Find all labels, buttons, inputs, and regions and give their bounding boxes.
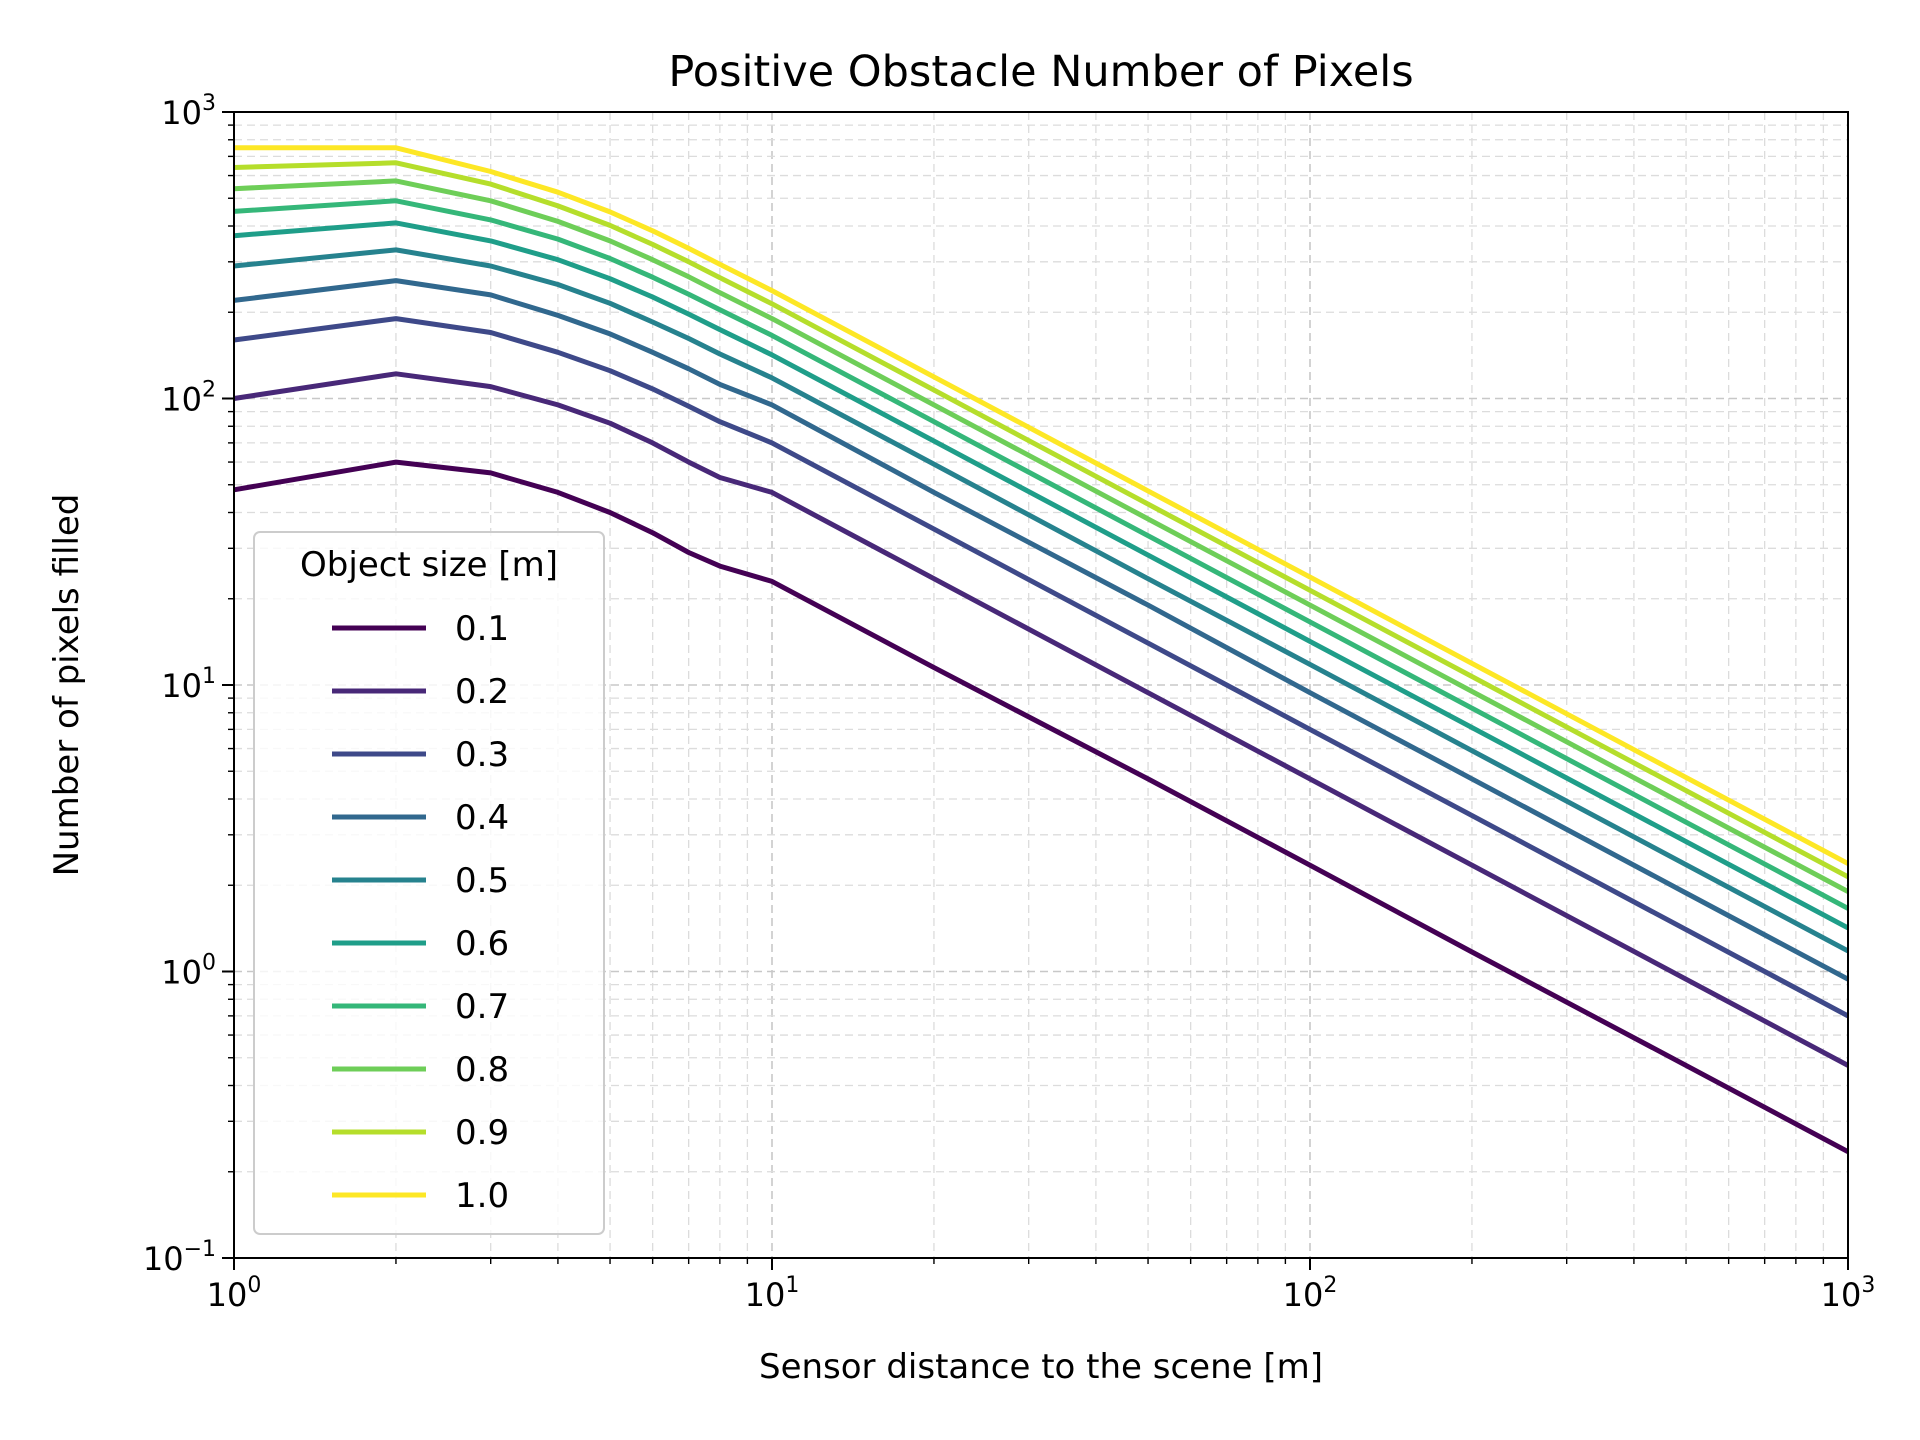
legend-label-0.4: 0.4 (455, 798, 509, 838)
ticks (222, 111, 1849, 1270)
series-line-0.8 (233, 178, 1850, 894)
legend-label-0.3: 0.3 (455, 735, 509, 775)
series-line-0.1 (233, 459, 1850, 1154)
legend: Object size [m] 0.1 0.2 0.3 0.4 0.5 0.6 0.7 0.8… (253, 531, 605, 1235)
series-line-0.6 (233, 220, 1850, 931)
series-line-0.2 (233, 371, 1850, 1068)
y-tick-labels: 10−1 100 101 102 103 (143, 91, 216, 1278)
legend-box (253, 531, 605, 1235)
x-tick-label: 102 (1283, 1273, 1338, 1314)
series-line-0.3 (233, 316, 1850, 1019)
y-tick-label: 102 (161, 378, 216, 419)
legend-label-0.2: 0.2 (455, 672, 509, 712)
series-line-0.9 (233, 160, 1850, 880)
legend-entries: 0.1 0.2 0.3 0.4 0.5 0.6 0.7 0.8 0.9 1.0 (332, 609, 509, 1216)
y-tick-label: 10−1 (143, 1237, 216, 1278)
legend-label-1.0: 1.0 (455, 1176, 509, 1216)
legend-label-0.8: 0.8 (455, 1050, 509, 1090)
x-tick-label: 101 (745, 1273, 800, 1314)
series-line-0.5 (233, 247, 1850, 954)
y-axis-label: Number of pixels filled (47, 494, 87, 877)
y-tick-label: 100 (161, 951, 216, 992)
series-line-0.7 (233, 198, 1850, 911)
legend-label-0.5: 0.5 (455, 861, 509, 901)
series-line-0.4 (233, 278, 1850, 982)
chart-title: Positive Obstacle Number of Pixels (668, 47, 1413, 97)
legend-title: Object size [m] (300, 545, 558, 585)
y-tick-label: 103 (161, 91, 216, 132)
y-tick-label: 101 (161, 664, 216, 705)
legend-label-0.7: 0.7 (455, 987, 509, 1027)
legend-label-0.1: 0.1 (455, 609, 509, 649)
series-line-1.0 (234, 145, 1850, 866)
x-axis-label: Sensor distance to the scene [m] (759, 1347, 1323, 1387)
legend-label-0.6: 0.6 (455, 924, 509, 964)
x-tick-label: 100 (207, 1273, 262, 1314)
x-tick-labels: 100 101 102 103 (207, 1273, 1876, 1314)
legend-label-0.9: 0.9 (455, 1113, 509, 1153)
x-tick-label: 103 (1821, 1273, 1876, 1314)
series-layer (233, 145, 1850, 1154)
